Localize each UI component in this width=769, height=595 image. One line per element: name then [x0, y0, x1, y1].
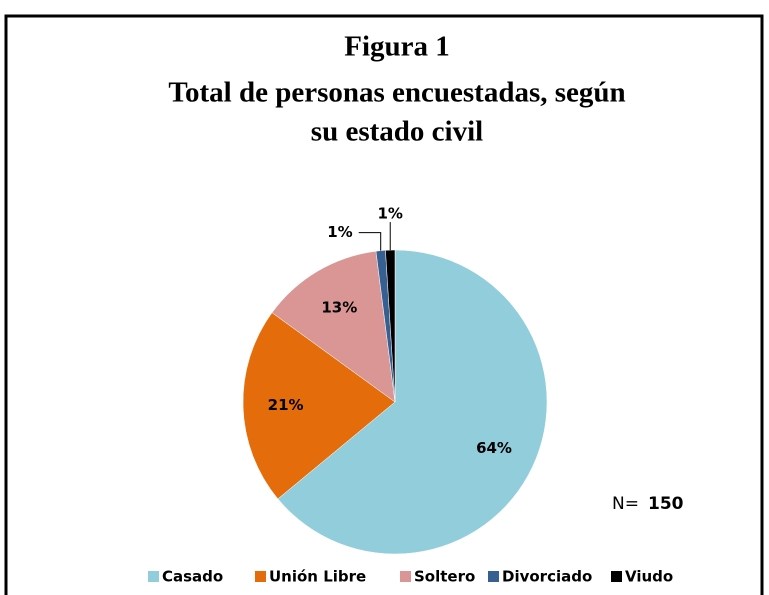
pie-slice [271, 250, 396, 403]
legend-swatch [255, 571, 266, 582]
legend-swatch [400, 571, 411, 582]
legend-swatch [148, 571, 159, 582]
legend-label: Unión Libre [269, 568, 366, 586]
chart-title: su estado civil [311, 116, 483, 148]
leader-line [358, 232, 382, 251]
chart-title: Total de personas encuestadas, según [168, 77, 625, 109]
frame [4, 14, 764, 595]
legend-label: Casado [162, 568, 223, 586]
data-label: 21% [268, 396, 304, 414]
legend-swatch [611, 571, 622, 582]
legend-label: Viudo [625, 568, 673, 586]
data-label: 1% [377, 205, 402, 223]
data-label: 1% [327, 223, 352, 241]
data-label: 13% [321, 298, 357, 316]
pie-slice [385, 249, 396, 403]
annotation-value: 150 [648, 494, 684, 514]
data-label: 64% [476, 439, 512, 457]
legend-swatch [488, 571, 499, 582]
pie-slice [277, 249, 548, 555]
legend-label: Soltero [414, 568, 475, 586]
chart-title: Figura 1 [344, 31, 450, 63]
legend-label: Divorciado [502, 568, 592, 586]
pie-slice [242, 312, 396, 500]
annotation-label: N= [612, 494, 639, 514]
